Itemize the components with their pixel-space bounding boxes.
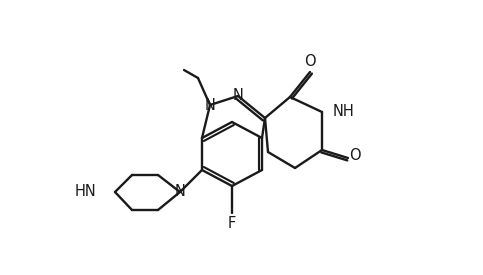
Text: O: O xyxy=(304,54,316,70)
Text: N: N xyxy=(232,89,243,103)
Text: HN: HN xyxy=(74,185,96,199)
Text: NH: NH xyxy=(333,104,355,120)
Text: F: F xyxy=(228,216,236,232)
Text: N: N xyxy=(174,185,185,199)
Text: N: N xyxy=(205,98,215,112)
Text: O: O xyxy=(349,147,361,163)
